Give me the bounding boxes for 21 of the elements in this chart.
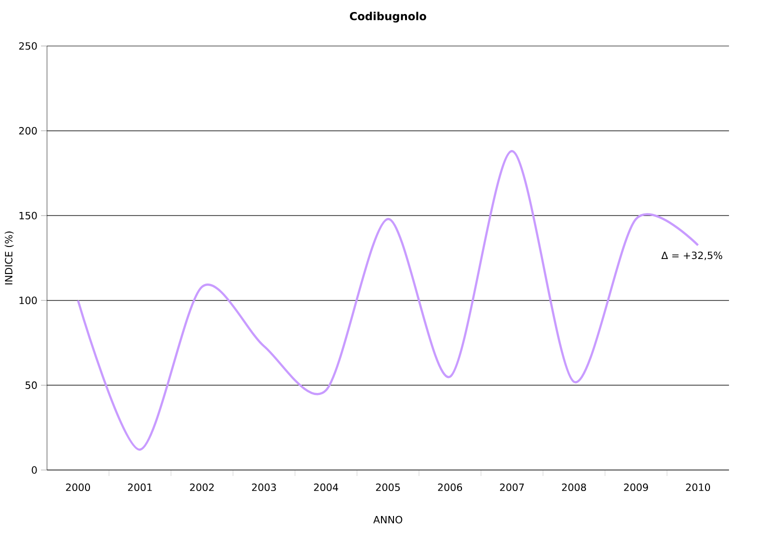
- y-tick-label: 100: [20, 296, 37, 304]
- annotation: Δ = +32,5%: [661, 252, 722, 260]
- x-tick-label: 2010: [686, 484, 710, 492]
- y-axis-title: INDICE (%): [4, 232, 14, 284]
- x-axis-title: ANNO: [373, 516, 402, 524]
- x-tick-label: 2008: [562, 484, 586, 492]
- y-tick-label: 250: [19, 42, 37, 50]
- x-tick-label: 2001: [128, 484, 152, 492]
- x-tick-label: 2003: [252, 484, 276, 492]
- y-tick-label: 200: [19, 127, 37, 135]
- chart-title: Codibugnolo: [350, 12, 426, 22]
- x-tick-label: 2009: [624, 484, 648, 492]
- y-tick-label: 50: [26, 381, 37, 389]
- x-tick-label: 2007: [500, 484, 524, 492]
- x-tick-label: 2002: [190, 484, 214, 492]
- y-tick-label: 150: [20, 212, 37, 220]
- x-tick-label: 2004: [314, 484, 338, 492]
- x-tick-label: 2005: [376, 484, 400, 492]
- y-tick-label: 0: [32, 466, 37, 474]
- x-tick-label: 2000: [66, 484, 90, 492]
- x-tick-label: 2006: [438, 484, 462, 492]
